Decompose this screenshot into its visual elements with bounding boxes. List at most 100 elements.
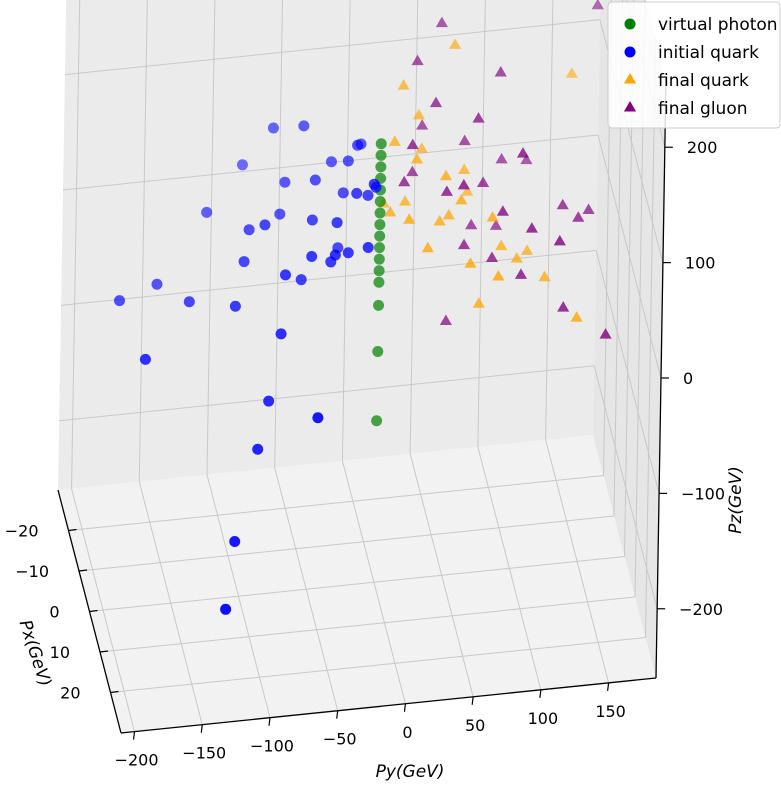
z-axis-label: Pz(GeV)	[726, 466, 746, 534]
data-point	[373, 299, 385, 311]
data-point	[183, 296, 195, 308]
data-point	[472, 297, 485, 308]
data-point	[599, 328, 612, 339]
data-point	[457, 238, 471, 250]
y-tick-mark	[606, 682, 610, 691]
x-tick-mark	[68, 528, 77, 532]
data-point	[388, 135, 401, 146]
data-point	[514, 268, 528, 279]
data-point	[279, 176, 291, 188]
data-point	[429, 96, 443, 108]
y-tick-label: 0	[402, 723, 412, 742]
data-point	[384, 205, 397, 217]
data-point	[238, 256, 250, 268]
data-point	[342, 155, 354, 167]
x-tick-label: 0	[49, 603, 59, 622]
data-point	[442, 208, 455, 220]
z-tick-label: 200	[687, 138, 718, 157]
data-point	[477, 176, 490, 188]
data-point	[591, 0, 604, 10]
data-point	[374, 230, 386, 242]
y-tick-mark	[539, 689, 542, 698]
data-point	[220, 603, 232, 615]
data-point	[139, 353, 151, 365]
data-point	[495, 152, 508, 164]
data-point	[372, 345, 384, 357]
data-point	[267, 122, 279, 134]
data-point	[298, 120, 310, 132]
data-point	[520, 153, 533, 165]
data-point	[448, 38, 462, 49]
data-point	[439, 314, 452, 325]
data-point	[259, 219, 271, 231]
y-tick-label: −150	[182, 744, 226, 763]
data-point	[373, 253, 385, 265]
data-points	[113, 0, 612, 615]
legend-marker	[624, 46, 636, 58]
data-point	[572, 211, 585, 222]
data-point	[279, 269, 291, 281]
data-point	[375, 161, 387, 173]
data-point	[494, 65, 507, 77]
data-point	[229, 300, 241, 312]
legend: virtual photon initial quark final quark fi…	[607, 1, 781, 129]
data-point	[229, 536, 241, 548]
x-tick-label: 20	[60, 684, 80, 703]
y-tick-mark	[132, 731, 136, 740]
data-point	[306, 251, 318, 263]
y-tick-label: −200	[115, 751, 159, 770]
data-point	[375, 138, 387, 150]
data-point	[295, 274, 307, 286]
grid-line-z-back	[64, 19, 600, 76]
grid-line-z-side	[593, 365, 658, 609]
y-tick-label: −100	[250, 737, 294, 756]
x-tick-mark	[89, 609, 98, 613]
data-point	[435, 16, 448, 28]
data-point	[309, 174, 321, 186]
legend-label: final gluon	[658, 99, 748, 119]
z-tick-label: 100	[685, 254, 716, 273]
y-axis-line	[120, 677, 657, 734]
data-point	[362, 242, 374, 254]
data-point	[398, 195, 412, 206]
z-tick-label: −100	[681, 484, 725, 503]
grid-line-x-floor	[99, 596, 636, 653]
data-point	[373, 265, 385, 277]
x-tick-label: −20	[5, 522, 39, 541]
x-tick-label: 10	[50, 643, 70, 662]
data-point	[374, 242, 386, 254]
y-tick-label: −50	[323, 730, 357, 749]
data-point	[492, 270, 505, 281]
data-point	[525, 222, 538, 233]
data-point	[495, 239, 508, 251]
data-point	[464, 257, 477, 268]
data-point	[461, 185, 474, 196]
data-point	[411, 54, 424, 66]
legend-label: initial quark	[658, 43, 759, 63]
data-point	[274, 208, 286, 220]
data-point	[342, 247, 354, 259]
data-point	[375, 149, 387, 161]
y-tick-mark	[471, 696, 474, 705]
data-point	[306, 214, 318, 226]
data-point	[553, 234, 566, 246]
legend-marker	[623, 73, 637, 84]
y-tick-mark	[336, 710, 339, 719]
data-point	[415, 142, 428, 153]
z-tick-label: 0	[683, 369, 693, 388]
data-point	[252, 443, 264, 455]
grid-line-z-back	[61, 249, 597, 306]
data-point	[485, 251, 499, 262]
data-point	[440, 185, 453, 196]
legend-label: final quark	[658, 71, 749, 91]
y-tick-mark	[200, 724, 203, 733]
data-point	[556, 198, 569, 210]
data-point	[457, 178, 470, 190]
legend-marker	[623, 101, 637, 112]
legend-box	[607, 1, 781, 129]
data-point	[458, 134, 471, 146]
data-point	[458, 163, 471, 174]
data-point	[275, 328, 287, 340]
y-tick-label: 150	[595, 702, 626, 721]
data-point	[570, 311, 583, 322]
